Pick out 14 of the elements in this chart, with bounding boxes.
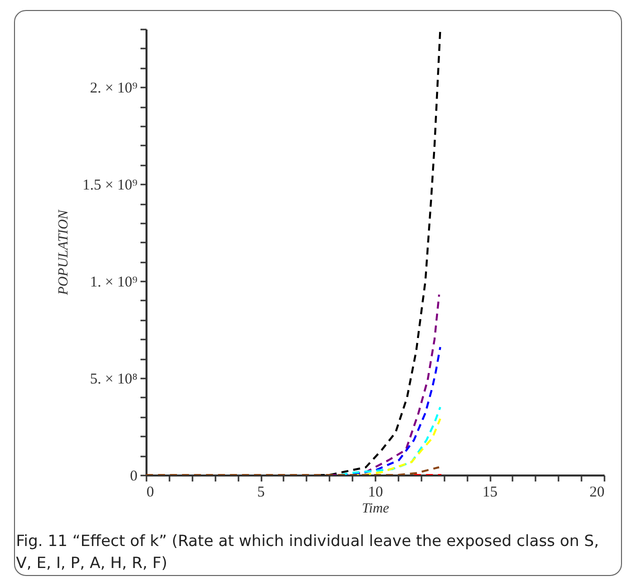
y-tick-label: 5. × 10⁸ bbox=[90, 372, 138, 388]
x-tick-label: 0 bbox=[146, 484, 154, 500]
y-tick-label: 2. × 10⁹ bbox=[90, 80, 138, 97]
x-tick-label: 15 bbox=[482, 484, 498, 500]
y-tick-label: 1. × 10⁹ bbox=[90, 274, 138, 291]
x-tick-label: 5 bbox=[257, 484, 265, 500]
x-tick-label: 10 bbox=[368, 484, 383, 500]
caption: Fig. 11 “Effect of k” (Rate at which individual leave the exposed class on S, V, E, I, P, A, H, R, F) bbox=[16, 531, 600, 574]
line-series bbox=[340, 406, 442, 475]
y-tick-label: 1.5 × 10⁹ bbox=[82, 178, 138, 194]
y-axis-title: POPULATION bbox=[56, 209, 72, 296]
y-tick-label: 0 bbox=[130, 468, 138, 484]
x-axis-title: Time bbox=[362, 502, 390, 516]
x-tick-label: 20 bbox=[590, 484, 604, 500]
